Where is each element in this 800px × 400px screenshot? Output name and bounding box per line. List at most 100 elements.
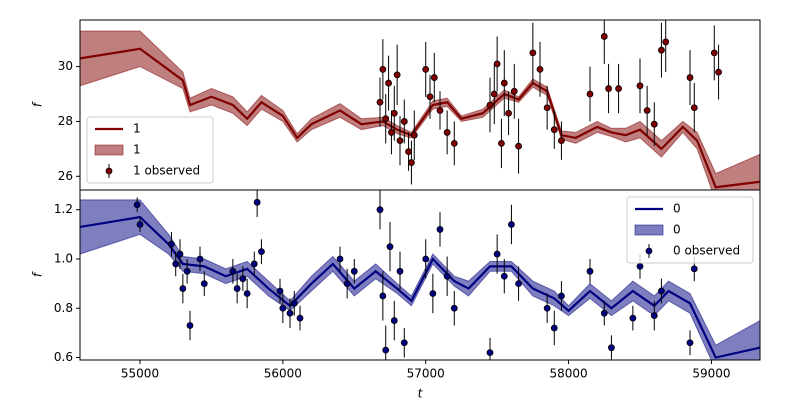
mean-line [80, 47, 760, 189]
observed-point [410, 131, 418, 139]
observed-point [586, 267, 594, 275]
observed-point [658, 46, 665, 54]
observed-point [550, 324, 558, 332]
legend-point [105, 167, 113, 175]
observed-point [436, 226, 444, 233]
observed-point [436, 107, 444, 114]
observed-point [400, 339, 408, 347]
observed-point [196, 255, 204, 263]
observed-point [690, 104, 698, 112]
legend-label: 1 [133, 122, 141, 136]
observed-point [279, 304, 287, 312]
legend-band [94, 144, 124, 156]
observed-point [422, 255, 430, 263]
observed-point [643, 107, 651, 114]
observed-point [529, 49, 537, 57]
observed-point [386, 243, 394, 251]
observed-point [176, 250, 184, 258]
observed-point [686, 74, 694, 81]
observed-point [290, 299, 298, 307]
observed-point [498, 139, 505, 147]
legend-box [86, 116, 214, 184]
observed-point [388, 129, 395, 136]
mean-line [80, 215, 760, 359]
observed-point [510, 87, 518, 95]
observed-point [605, 85, 612, 92]
observed-point [558, 137, 565, 145]
observed-point [408, 159, 415, 166]
observed-point [615, 85, 622, 92]
observed-point [229, 267, 237, 275]
observed-point [250, 260, 258, 268]
observed-point [543, 304, 551, 312]
observed-point [515, 142, 522, 150]
observed-point [168, 240, 175, 248]
observed-point [385, 79, 392, 87]
legend-box [626, 196, 754, 264]
observed-point [382, 115, 390, 123]
observed-point [505, 109, 512, 117]
observed-point [390, 109, 398, 117]
observed-point [650, 120, 658, 128]
observed-point [508, 221, 515, 228]
legend-label: 0 [673, 223, 681, 237]
observed-point [493, 60, 501, 68]
observed-point [450, 139, 458, 147]
observed-point [710, 49, 718, 57]
observed-point [233, 285, 241, 292]
observed-point [396, 137, 404, 145]
x-tick-label: 58000 [549, 367, 587, 381]
observed-point [629, 314, 637, 322]
observed-point [172, 260, 180, 268]
x-tick-label: 56000 [264, 367, 302, 381]
y-tick-label: 1.2 [54, 202, 73, 216]
y-tick-label: 28 [58, 114, 73, 128]
observed-point [133, 201, 141, 209]
legend-band [634, 224, 664, 236]
observed-point [400, 118, 408, 125]
observed-point [405, 148, 412, 156]
observed-point [376, 98, 384, 106]
observed-point [608, 344, 615, 352]
observed-point [379, 292, 387, 300]
observed-point [239, 275, 247, 283]
observed-point [393, 71, 401, 79]
x-axis-label: t [418, 387, 424, 400]
observed-point [382, 346, 390, 354]
observed-point [636, 82, 644, 90]
observed-point [396, 267, 404, 275]
axes-frame [79, 189, 761, 361]
observed-point [276, 287, 284, 295]
observed-point [390, 317, 398, 324]
observed-point [600, 33, 608, 40]
x-tick-label: 59000 [692, 367, 730, 381]
observed-point [550, 126, 558, 134]
observed-point [296, 314, 304, 322]
legend: 0 0 0 observed [626, 196, 754, 264]
observed-point [686, 339, 694, 347]
y-axis-label: f [31, 101, 45, 107]
y-axis-label: f [31, 271, 45, 277]
legend: 1 1 1 observed [86, 116, 214, 184]
observed-point [500, 79, 508, 87]
observed-point [543, 104, 551, 112]
observed-point [429, 290, 437, 297]
confidence-band [80, 30, 760, 190]
y-tick-label: 0.8 [54, 301, 73, 315]
observed-point [600, 309, 608, 317]
observed-point [636, 262, 644, 270]
legend-label: 0 observed [673, 244, 740, 258]
observed-point [183, 267, 191, 275]
observed-point [658, 287, 665, 295]
observed-point [486, 101, 494, 109]
y-tick-label: 30 [58, 59, 73, 73]
x-tick-label: 55000 [121, 367, 159, 381]
observed-point [179, 285, 187, 292]
observed-point [490, 90, 498, 98]
observed-point [650, 312, 658, 320]
observed-point [253, 198, 261, 206]
observed-point [426, 93, 434, 101]
observed-point [586, 90, 594, 98]
observed-point [486, 349, 494, 357]
legend-point [645, 247, 653, 255]
